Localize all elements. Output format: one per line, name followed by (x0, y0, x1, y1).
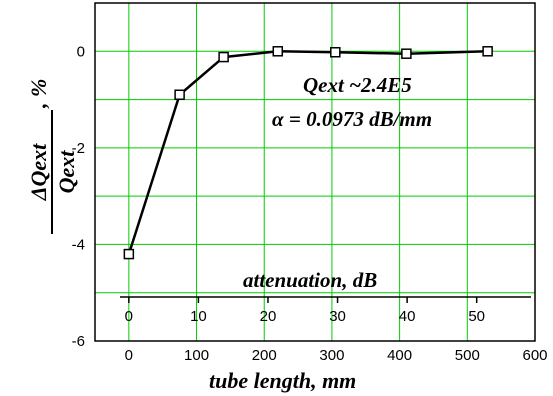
x-tick-label: 400 (387, 347, 412, 364)
data-point-marker (482, 46, 493, 57)
x-tick-label: 300 (319, 347, 344, 364)
secondary-axis-title: attenuation, dB (243, 268, 377, 292)
y-tick-label: -6 (72, 333, 85, 350)
grid (95, 2, 535, 341)
annotation-alpha: α = 0.0973 dB/mm (272, 107, 432, 131)
data-point-marker (330, 47, 341, 58)
x-tick-label: 500 (455, 347, 480, 364)
secondary-axis-tick-label: 0 (125, 308, 133, 325)
annotation-qext: Qext ~2.4E5 (303, 73, 412, 97)
plot-frame (94, 2, 536, 342)
x-tick-label: 100 (184, 347, 209, 364)
data-series (123, 46, 493, 260)
data-point-marker (218, 51, 229, 63)
y-label-denominator: Qext (54, 150, 79, 194)
y-tick-label: -4 (72, 236, 85, 253)
data-point-marker (174, 89, 185, 100)
data-point-marker (401, 48, 412, 59)
y-tick-label: 0 (77, 43, 85, 60)
x-tick-label: 600 (522, 347, 547, 364)
x-tick-label: 0 (125, 347, 133, 364)
data-point-marker (123, 248, 135, 260)
data-point-marker (272, 46, 284, 57)
secondary-axis: 0 10 20 30 40 50 (120, 296, 531, 325)
y-label-numerator: ΔQext (26, 143, 51, 201)
secondary-axis-tick-label: 10 (190, 308, 207, 325)
y-label-unit: , % (26, 79, 51, 109)
secondary-axis-tick-label: 40 (399, 308, 416, 325)
plot-background (95, 3, 535, 341)
secondary-axis-tick-label: 20 (260, 308, 277, 325)
y-tick-label: -2 (72, 140, 85, 157)
secondary-axis-tick-label: 30 (329, 308, 346, 325)
secondary-axis-tick-label: 50 (468, 308, 485, 325)
y-axis-label: ΔQext Qext , % (26, 79, 79, 234)
x-axis-label: tube length, mm (209, 368, 356, 393)
x-tick-label: 200 (252, 347, 277, 364)
